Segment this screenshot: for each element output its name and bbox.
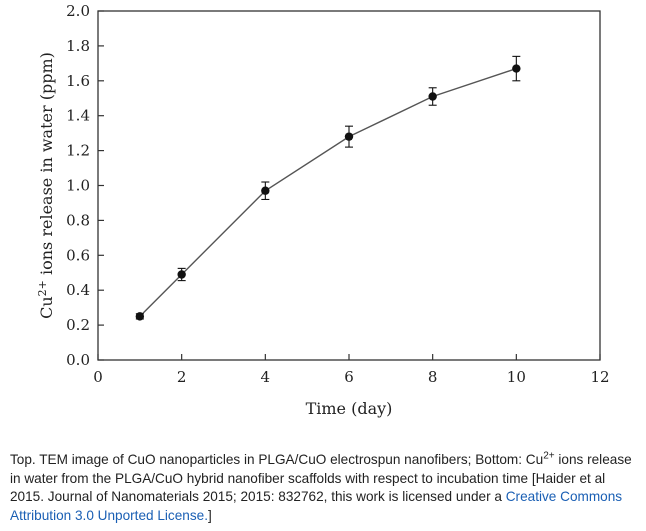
x-axis-title: Time (day) [306,399,393,418]
caption-text-1: Top. TEM image of CuO nanoparticles in P… [10,452,544,467]
data-point [135,312,145,321]
y-tick-label: 1.8 [66,37,90,55]
plot-frame [97,10,601,361]
figure-caption: Top. TEM image of CuO nanoparticles in P… [10,451,640,525]
data-point [512,64,521,73]
x-tick-label: 10 [507,368,526,386]
chart-series [135,55,521,321]
x-tick-label: 2 [177,368,187,386]
x-tick-label: 12 [590,368,609,386]
y-axis-title-prefix: Cu [37,296,56,319]
y-axis-title-superscript: 2+ [36,280,49,296]
data-point [177,270,186,279]
y-tick-label: 2.0 [66,2,90,20]
license-link[interactable]: Creative Commons Attribution 3.0 Unporte… [10,489,623,523]
y-tick-label: 0.6 [66,246,90,264]
x-axis-ticks: 0 2 4 6 8 10 12 [93,354,610,386]
y-tick-label: 0.0 [66,351,90,369]
y-tick-label: 1.2 [66,142,90,160]
data-point [261,186,270,195]
y-tick-label: 1.4 [66,107,90,125]
y-axis-ticks: 0.0 0.2 0.4 0.6 0.8 1.0 1.2 1.4 1.6 1.8 2.0 [66,2,104,369]
caption-text-2: ions release in water from the PLGA/CuO … [10,452,632,504]
y-tick-label: 0.8 [66,211,90,229]
y-axis-title-suffix: ions release in water (ppm) [37,52,56,280]
data-point [344,132,354,141]
x-tick-label: 0 [93,368,103,386]
y-tick-label: 1.6 [66,72,90,90]
caption-superscript: 2+ [543,450,555,462]
data-point [428,92,437,101]
y-tick-label: 0.4 [66,281,90,299]
line-chart: 0 2 4 6 8 10 12 0.0 0.2 0.4 0.6 0.8 1.0 1.2 1.4 1.6 1.8… [36,2,610,418]
x-tick-label: 4 [261,368,271,386]
x-tick-label: 8 [428,368,438,386]
y-tick-label: 1.0 [66,177,90,195]
y-axis-title: Cu2+ ions release in water (ppm) [36,52,56,319]
x-tick-label: 6 [344,368,354,386]
series-line [139,67,517,317]
caption-text-end: ] [208,507,212,523]
y-tick-label: 0.2 [66,316,90,334]
